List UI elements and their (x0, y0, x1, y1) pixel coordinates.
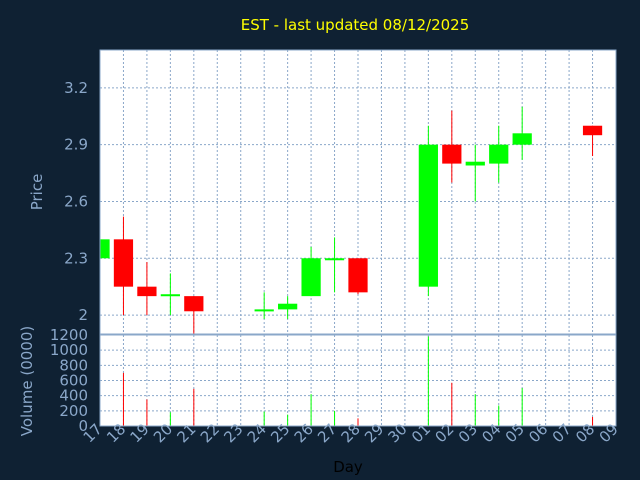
candle-body (465, 161, 485, 166)
candle-body (113, 239, 134, 287)
candlesticks (99, 106, 603, 334)
volume-panel-border (99, 334, 617, 427)
candle-body (489, 144, 509, 164)
volume-tick-label: 200 (59, 402, 88, 420)
volume-tick-label: 0 (78, 417, 88, 435)
candle-body (418, 144, 438, 287)
candle-body (100, 239, 110, 259)
candle-body (301, 258, 321, 297)
price-tick-label: 2.6 (64, 192, 88, 210)
candle-body (278, 303, 298, 310)
candle-body (348, 258, 368, 293)
price-tick-label: 2 (78, 306, 88, 324)
candle-body (512, 133, 532, 145)
candle-body (137, 286, 157, 297)
price-tick-label: 2.9 (64, 136, 88, 154)
candle-body (442, 144, 462, 164)
x-axis-label: Day (333, 458, 363, 476)
volume-axis-label: Volume (0000) (18, 326, 36, 436)
volume-tick-label: 800 (59, 356, 88, 374)
candle-body (324, 258, 345, 261)
price-tick-label: 2.3 (64, 249, 88, 267)
price-tick-labels: 2 2.3 2.6 2.9 3.2 (64, 79, 88, 324)
candle-body (254, 309, 274, 312)
volume-tick-label: 400 (59, 387, 88, 405)
volume-tick-label: 600 (59, 372, 88, 390)
chart-title: EST - last updated 08/12/2025 (241, 16, 470, 34)
volume-bars (122, 336, 594, 426)
price-tick-label: 3.2 (64, 79, 88, 97)
candle-body (160, 294, 180, 297)
volume-tick-label: 1000 (50, 341, 88, 359)
candle-body (582, 125, 603, 136)
x-tick-labels: 1718192021222324252627282930010203040506… (80, 420, 622, 446)
price-panel-border (99, 49, 617, 335)
y-axis-label: Price (28, 174, 46, 211)
volume-tick-label: 1200 (50, 326, 88, 344)
gridlines (100, 50, 616, 426)
candle-body (184, 296, 204, 312)
